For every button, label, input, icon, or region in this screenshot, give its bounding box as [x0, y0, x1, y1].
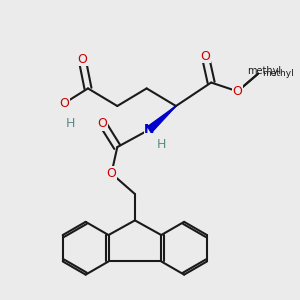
Text: O: O: [106, 167, 116, 180]
Text: O: O: [232, 85, 242, 98]
Text: O: O: [98, 117, 108, 130]
Text: N: N: [144, 123, 155, 136]
Text: O: O: [60, 97, 70, 110]
Text: H: H: [66, 117, 75, 130]
Text: N: N: [144, 123, 155, 136]
Text: O: O: [98, 117, 108, 130]
Text: H: H: [157, 138, 166, 151]
Text: O: O: [77, 52, 87, 66]
Text: methyl: methyl: [247, 66, 281, 76]
Text: H: H: [66, 117, 75, 130]
Text: methyl: methyl: [262, 69, 294, 78]
Text: O: O: [77, 52, 87, 66]
Text: O: O: [60, 97, 70, 110]
Text: H: H: [157, 138, 166, 151]
Polygon shape: [147, 106, 176, 132]
Text: O: O: [106, 167, 116, 180]
Text: O: O: [200, 50, 210, 63]
Text: O: O: [200, 50, 210, 63]
Text: O: O: [232, 85, 242, 98]
